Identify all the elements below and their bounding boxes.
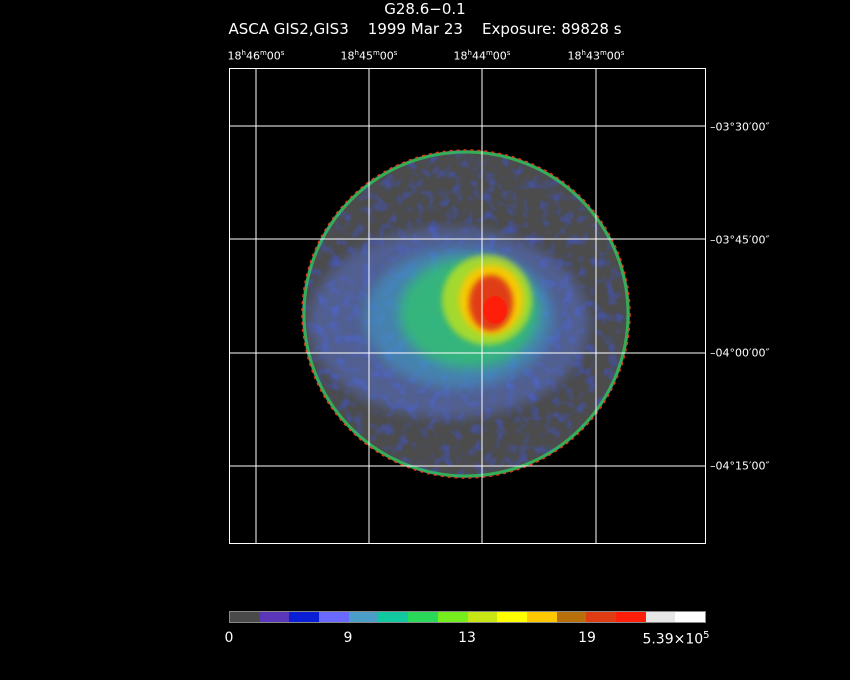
colorbar-segment <box>437 612 468 622</box>
colorbar <box>229 611 706 623</box>
colorbar-label: 19 <box>578 630 596 646</box>
colorbar-segment <box>526 612 557 622</box>
ra-tick-label: 18h44m00s <box>453 49 511 63</box>
colorbar-segment <box>675 612 705 622</box>
colorbar-segment <box>319 612 349 622</box>
dec-tick-label: –04°00′00″ <box>710 346 770 360</box>
fov-edge <box>301 149 631 479</box>
ra-tick-label: 18h46m00s <box>227 49 285 63</box>
coordinate-grid <box>229 68 706 544</box>
colorbar-segment <box>586 612 616 622</box>
colorbar-segment <box>230 612 260 622</box>
field-of-view <box>302 150 630 478</box>
observation-info: ASCA GIS2,GIS3 1999 Mar 23 Exposure: 898… <box>228 20 622 38</box>
dec-tick-label: –03°45′00″ <box>710 233 770 247</box>
ra-tick-label: 18h43m00s <box>567 49 625 63</box>
dec-tick-label: –03°30′00″ <box>710 120 770 134</box>
colorbar-label: 13 <box>458 630 476 646</box>
ra-tick-label: 18h45m00s <box>340 49 398 63</box>
image-title: G28.6−0.1 <box>384 0 466 18</box>
colorbar-segment <box>408 612 438 622</box>
colorbar-segment <box>645 612 676 622</box>
colorbar-label: 9 <box>343 630 353 646</box>
colorbar-segment <box>348 612 379 622</box>
colorbar-segment <box>615 612 646 622</box>
xray-image <box>229 68 706 544</box>
fov-rim <box>302 150 630 478</box>
colorbar-segment <box>497 612 527 622</box>
colorbar-segment <box>289 612 320 622</box>
colorbar-label: 0 <box>224 630 234 646</box>
colorbar-segment <box>259 612 290 622</box>
colorbar-segment <box>378 612 409 622</box>
colorbar-segment <box>556 612 587 622</box>
colorbar-segment <box>467 612 498 622</box>
colorbar-label: 5.39×105 <box>642 630 710 648</box>
image-frame <box>229 68 706 544</box>
dec-tick-label: –04°15′00″ <box>710 459 770 473</box>
